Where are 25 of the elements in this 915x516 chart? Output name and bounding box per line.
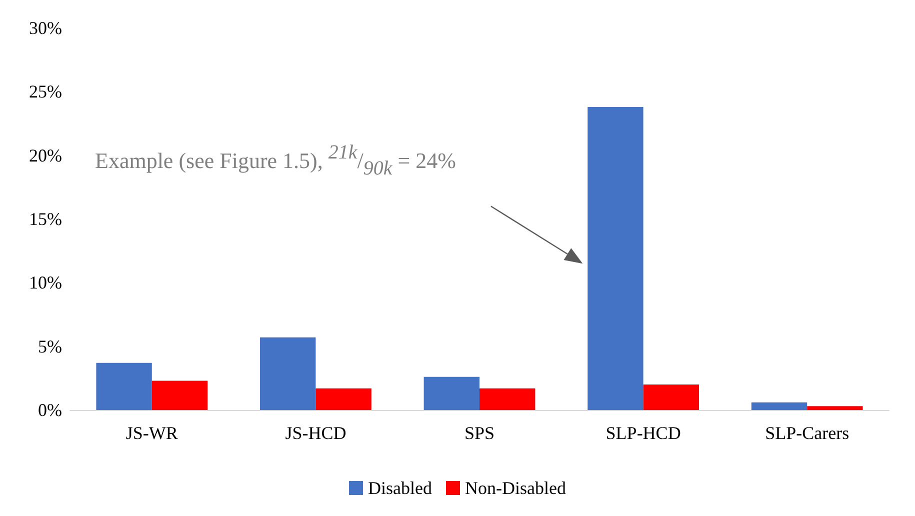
bar bbox=[424, 376, 480, 410]
y-tick-label: 30% bbox=[29, 18, 62, 38]
x-tick-label: SLP-Carers bbox=[765, 423, 850, 443]
bar bbox=[316, 388, 372, 410]
bar bbox=[643, 384, 699, 410]
bar bbox=[588, 106, 644, 410]
x-tick-label: SPS bbox=[464, 423, 495, 443]
x-tick-label: SLP-HCD bbox=[606, 423, 681, 443]
bar bbox=[480, 388, 536, 410]
bar bbox=[751, 402, 808, 410]
bar bbox=[96, 362, 152, 410]
y-tick-label: 20% bbox=[29, 145, 62, 166]
legend-label: Non-Disabled bbox=[465, 478, 566, 498]
bar bbox=[807, 406, 863, 410]
bar bbox=[260, 337, 316, 410]
y-tick-label: 10% bbox=[29, 272, 62, 293]
bar bbox=[152, 380, 208, 410]
annotation: Example (see Figure 1.5), 21k/90k = 24% bbox=[95, 142, 456, 180]
y-tick-label: 5% bbox=[38, 336, 62, 356]
y-tick-label: 15% bbox=[29, 209, 62, 229]
legend-label: Disabled bbox=[368, 478, 432, 498]
y-tick-label: 0% bbox=[38, 400, 62, 420]
y-tick-label: 25% bbox=[29, 82, 62, 102]
x-tick-label: JS-HCD bbox=[285, 423, 346, 443]
x-tick-label: JS-WR bbox=[126, 423, 178, 443]
